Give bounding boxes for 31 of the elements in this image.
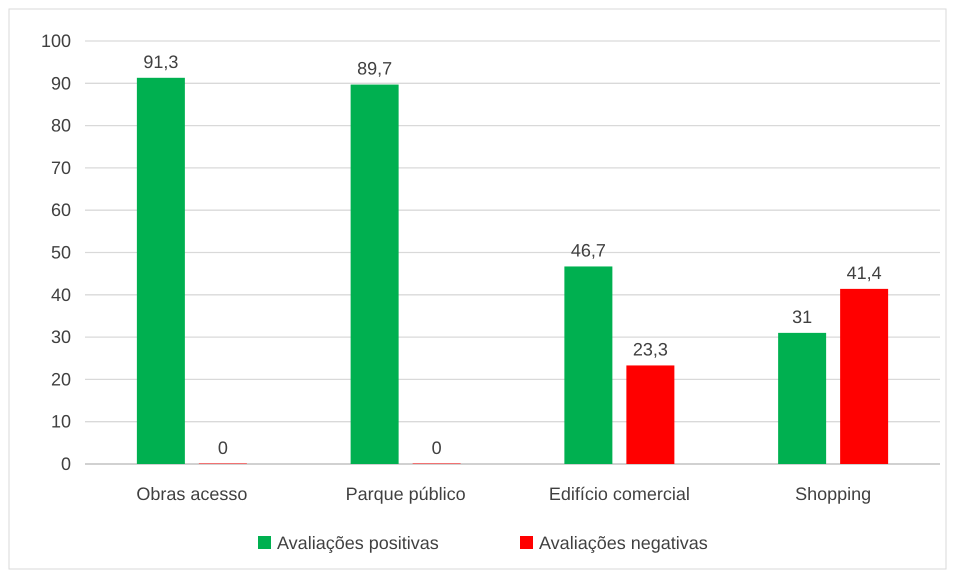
y-tick-label: 50 xyxy=(50,242,71,262)
x-tick-label: Edifício comercial xyxy=(548,484,690,504)
x-tick-label: Obras acesso xyxy=(136,484,248,504)
y-tick-label: 80 xyxy=(50,116,71,136)
y-tick-label: 0 xyxy=(60,454,71,474)
bar xyxy=(350,84,399,464)
legend-label: Avaliações positivas xyxy=(277,533,439,553)
bar xyxy=(564,266,612,464)
y-tick-label: 20 xyxy=(50,369,71,390)
data-label: 23,3 xyxy=(632,339,668,360)
y-tick-label: 10 xyxy=(50,412,71,432)
bar xyxy=(136,78,185,464)
y-tick-label: 40 xyxy=(50,284,71,305)
bar xyxy=(840,288,888,464)
bar xyxy=(778,332,826,464)
data-label: 0 xyxy=(432,438,442,458)
data-label: 31 xyxy=(792,306,812,327)
y-tick-label: 30 xyxy=(50,327,71,348)
data-label: 46,7 xyxy=(570,240,606,260)
y-tick-label: 90 xyxy=(50,73,71,94)
data-label: 41,4 xyxy=(846,262,882,283)
bar xyxy=(626,365,674,464)
legend-label: Avaliações negativas xyxy=(539,533,708,553)
data-label: 89,7 xyxy=(357,58,392,79)
y-tick-label: 100 xyxy=(40,31,71,51)
y-tick-label: 60 xyxy=(50,200,71,220)
y-tick-label: 70 xyxy=(50,158,71,178)
x-tick-label: Parque público xyxy=(346,484,466,504)
data-label: 0 xyxy=(218,438,228,458)
data-label: 91,3 xyxy=(143,52,178,72)
x-tick-label: Shopping xyxy=(795,484,872,504)
